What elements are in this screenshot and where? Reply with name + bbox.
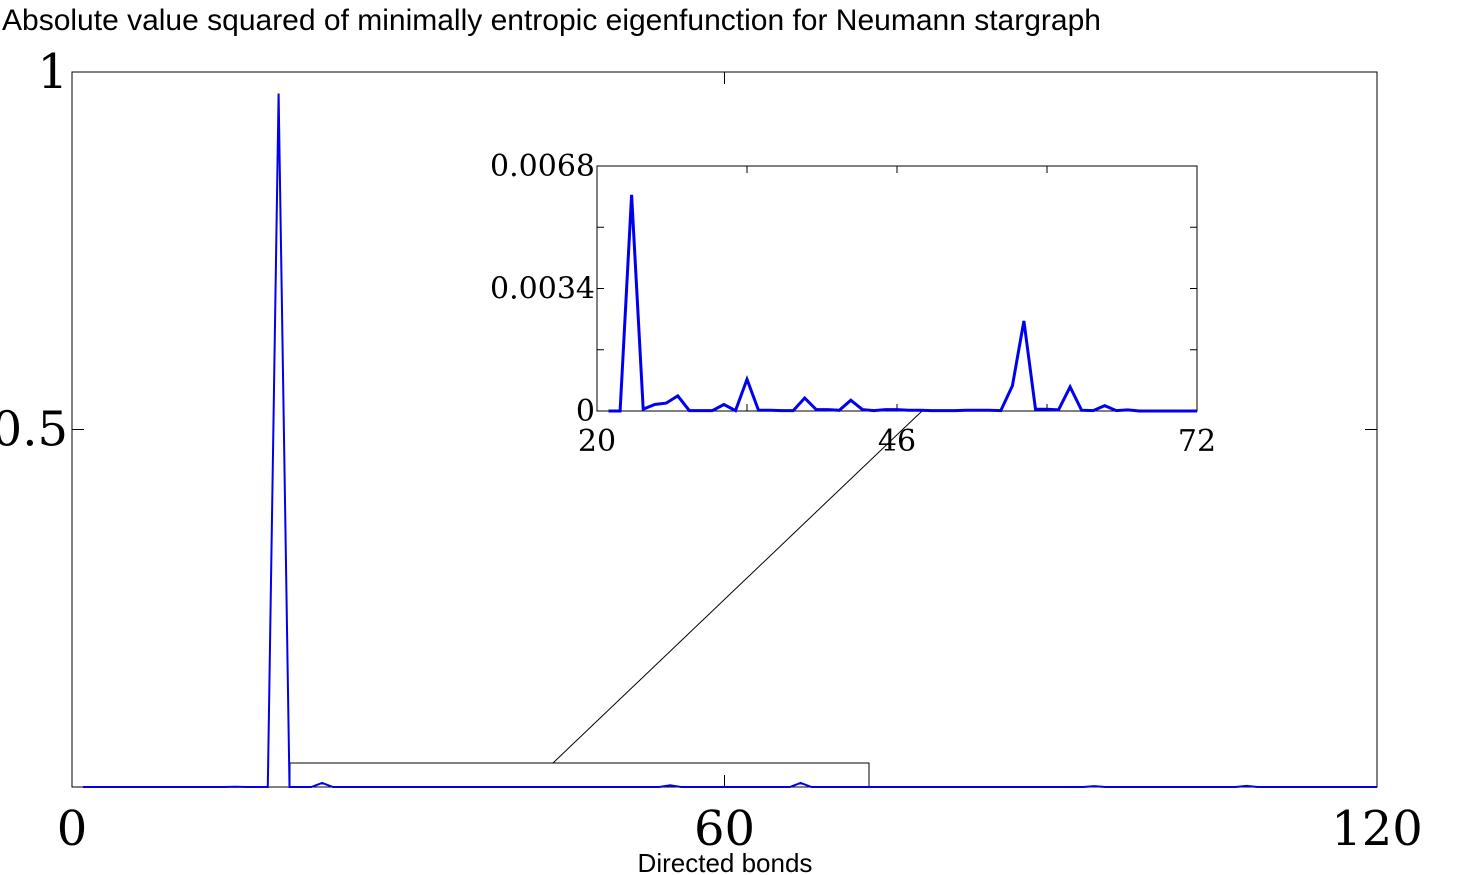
inset-x-tick-label: 46: [878, 424, 916, 459]
x-tick-label: 60: [694, 801, 755, 857]
inset-axes-frame: [596, 165, 1198, 412]
inset-y-tick-label: 0: [576, 394, 595, 429]
inset-y-tick-label: 0.0034: [490, 272, 595, 307]
zoom-connector-line: [552, 410, 923, 764]
inset-series-line: [608, 194, 1197, 413]
inset-x-tick-label: 72: [1178, 424, 1216, 459]
main-ticks: [71, 71, 1378, 787]
inset-x-tick-label: 20: [578, 424, 616, 459]
y-tick-label: 1: [37, 44, 68, 100]
inset-y-tick-label: 0.0068: [490, 149, 595, 184]
main-tick-labels: 0 60 120 0.5 1: [0, 44, 1423, 857]
x-axis-label: Directed bonds: [638, 848, 813, 875]
y-tick-label: 0.5: [0, 402, 68, 458]
chart-title: Absolute value squared of minimally entr…: [2, 4, 1101, 37]
inset-axes: 20 46 72 0 0.0034 0.0068: [490, 149, 1216, 459]
x-tick-label: 0: [57, 801, 88, 857]
x-tick-label: 120: [1331, 801, 1423, 857]
inset-tick-labels: 20 46 72 0 0.0034 0.0068: [490, 149, 1216, 459]
main-series-line: [82, 93, 1377, 788]
